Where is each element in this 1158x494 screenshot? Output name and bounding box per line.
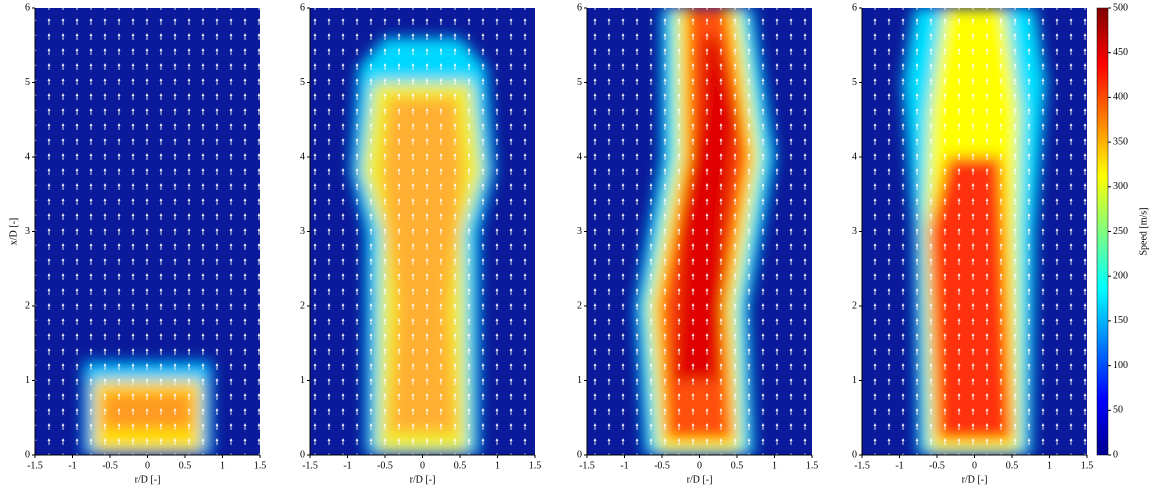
- x-tick-label: 1: [1047, 460, 1052, 471]
- y-tick-label: 0: [577, 449, 582, 460]
- x-tick-label: 0.5: [454, 460, 467, 471]
- velocity-vectors: [587, 8, 812, 455]
- x-tick-label: 0: [972, 460, 977, 471]
- y-tick-label: 1: [852, 375, 857, 386]
- colorbar-tick-label: 100: [1113, 360, 1128, 371]
- y-tick-label: 1: [25, 375, 30, 386]
- field: [587, 8, 812, 455]
- y-tick-label: 5: [852, 77, 857, 88]
- x-tick-label: -0.5: [929, 460, 945, 471]
- colorbar-tick-label: 500: [1113, 2, 1128, 13]
- x-tick-label: 0: [420, 460, 425, 471]
- y-tick-label: 6: [852, 2, 857, 13]
- x-tick-label: 1: [495, 460, 500, 471]
- x-tick-label: 0.5: [179, 460, 192, 471]
- x-tick-label: -1: [620, 460, 628, 471]
- colorbar-tick-label: 150: [1113, 315, 1128, 326]
- colorbar-label: Speed [m/s]: [1138, 207, 1149, 255]
- x-tick-label: 1.5: [806, 460, 819, 471]
- x-tick-label: -0.5: [654, 460, 670, 471]
- x-tick-label: 0: [697, 460, 702, 471]
- colorbar: [1096, 7, 1109, 456]
- x-tick-label: 1: [772, 460, 777, 471]
- x-tick-label: -1: [68, 460, 76, 471]
- y-tick-label: 3: [852, 226, 857, 237]
- x-axis-label: r/D [-]: [687, 474, 713, 485]
- field: [310, 8, 535, 455]
- colorbar-tick-label: 300: [1113, 181, 1128, 192]
- y-tick-label: 4: [577, 151, 582, 162]
- y-tick-label: 3: [300, 226, 305, 237]
- y-tick-label: 2: [300, 300, 305, 311]
- y-tick-label: 3: [577, 226, 582, 237]
- y-tick-label: 6: [25, 2, 30, 13]
- y-tick-label: 2: [25, 300, 30, 311]
- y-tick-label: 0: [300, 449, 305, 460]
- x-tick-label: 1.5: [1081, 460, 1094, 471]
- x-tick-label: 0: [145, 460, 150, 471]
- y-tick-label: 5: [25, 77, 30, 88]
- colorbar-tick-label: 50: [1113, 405, 1123, 416]
- colorbar-tick-label: 450: [1113, 47, 1128, 58]
- x-axis-label: r/D [-]: [962, 474, 988, 485]
- x-tick-label: -0.5: [377, 460, 393, 471]
- x-tick-label: -1.5: [854, 460, 870, 471]
- x-tick-label: 1: [220, 460, 225, 471]
- x-axis-label: r/D [-]: [410, 474, 436, 485]
- x-tick-label: -1.5: [302, 460, 318, 471]
- y-tick-label: 6: [300, 2, 305, 13]
- y-tick-label: 6: [577, 2, 582, 13]
- colorbar-tick-label: 200: [1113, 270, 1128, 281]
- y-tick-label: 1: [300, 375, 305, 386]
- colorbar-tick-label: 400: [1113, 92, 1128, 103]
- y-tick-label: 0: [25, 449, 30, 460]
- x-tick-label: 0.5: [731, 460, 744, 471]
- colorbar-tick-label: 0: [1113, 449, 1118, 460]
- y-tick-label: 4: [852, 151, 857, 162]
- x-tick-label: 0.5: [1006, 460, 1019, 471]
- y-tick-label: 5: [300, 77, 305, 88]
- y-tick-label: 1: [577, 375, 582, 386]
- x-tick-label: -1: [895, 460, 903, 471]
- x-tick-label: 1.5: [254, 460, 267, 471]
- x-tick-label: -1.5: [579, 460, 595, 471]
- velocity-vectors: [35, 8, 260, 455]
- colorbar-tick-label: 250: [1113, 226, 1128, 237]
- x-tick-label: 1.5: [529, 460, 542, 471]
- y-tick-label: 4: [300, 151, 305, 162]
- y-tick-label: 4: [25, 151, 30, 162]
- x-tick-label: -1.5: [27, 460, 43, 471]
- y-tick-label: 2: [852, 300, 857, 311]
- x-axis-label: r/D [-]: [135, 474, 161, 485]
- colorbar-tick-label: 350: [1113, 136, 1128, 147]
- y-tick-label: 3: [25, 226, 30, 237]
- x-tick-label: -1: [343, 460, 351, 471]
- velocity-vectors: [862, 8, 1087, 455]
- x-tick-label: -0.5: [102, 460, 118, 471]
- y-tick-label: 0: [852, 449, 857, 460]
- y-tick-label: 5: [577, 77, 582, 88]
- y-tick-label: 2: [577, 300, 582, 311]
- field: [35, 8, 260, 455]
- field: [862, 8, 1087, 455]
- velocity-vectors: [310, 8, 535, 455]
- y-axis-label: x/D [-]: [8, 218, 19, 246]
